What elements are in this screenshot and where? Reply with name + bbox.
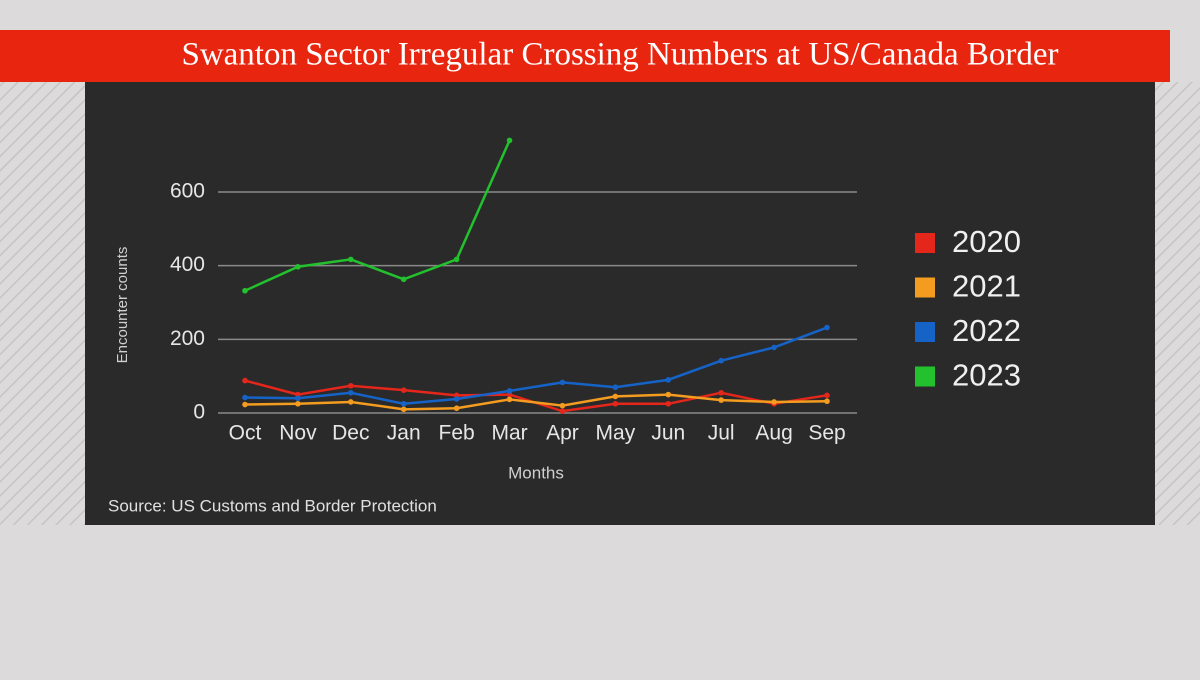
point: [453, 405, 460, 412]
point: [506, 137, 513, 144]
point: [400, 406, 407, 413]
y-axis-label: Encounter counts: [114, 247, 131, 364]
chart-title: Swanton Sector Irregular Crossing Number…: [181, 37, 1058, 73]
x-tick-label: Jun: [651, 422, 685, 445]
legend-swatch: [915, 233, 935, 253]
x-tick-label: Jul: [708, 422, 735, 445]
x-tick-label: Oct: [229, 422, 262, 445]
point: [453, 396, 460, 402]
point: [242, 401, 248, 408]
line: [244, 139, 511, 292]
point: [718, 397, 724, 403]
x-axis-label: Months: [508, 463, 564, 482]
point: [506, 396, 513, 403]
x-tick-label: Feb: [439, 422, 475, 445]
x-tick-label: Apr: [546, 422, 579, 445]
point: [771, 344, 777, 351]
x-tick-label: Nov: [279, 422, 317, 445]
legend-swatch: [915, 322, 935, 342]
y-tick-label: 400: [170, 253, 205, 276]
y-tick-label: 0: [193, 401, 205, 424]
point: [612, 393, 619, 400]
point: [400, 400, 407, 407]
point: [348, 256, 354, 263]
x-tick-label: May: [596, 422, 636, 445]
point: [559, 408, 566, 414]
point: [506, 388, 513, 394]
line: [244, 326, 828, 406]
legend-swatch: [915, 366, 935, 387]
point: [718, 357, 724, 364]
point: [295, 395, 301, 402]
point: [242, 287, 248, 294]
legend-label: 2022: [952, 313, 1021, 348]
point: [824, 392, 830, 399]
x-tick-label: Jan: [387, 422, 421, 445]
x-tick-label: Sep: [808, 422, 845, 445]
point: [665, 400, 672, 407]
point: [295, 263, 301, 270]
line: [244, 393, 828, 411]
legend-label: 2020: [952, 224, 1021, 259]
legend-label: 2021: [952, 269, 1021, 304]
y-tick-label: 200: [170, 327, 205, 350]
point: [559, 402, 566, 409]
point: [348, 389, 354, 396]
point: [824, 398, 830, 405]
point: [771, 399, 777, 405]
legend-label: 2023: [952, 358, 1021, 393]
y-tick-label: 600: [170, 180, 205, 203]
x-tick-label: Mar: [491, 422, 527, 445]
point: [718, 389, 724, 396]
point: [824, 324, 830, 331]
point: [612, 400, 619, 407]
point: [665, 377, 672, 383]
point: [400, 276, 407, 283]
legend-swatch: [915, 277, 935, 298]
point: [400, 387, 407, 393]
point: [559, 379, 566, 386]
x-tick-label: Aug: [755, 422, 792, 445]
point: [242, 394, 248, 401]
point: [242, 377, 248, 384]
x-tick-label: Dec: [332, 422, 369, 445]
point: [453, 256, 460, 263]
point: [348, 382, 354, 389]
title-banner: [0, 30, 1170, 82]
panel: [85, 82, 1155, 525]
point: [348, 399, 354, 405]
point: [612, 384, 619, 391]
source-note: Source: US Customs and Border Protection: [108, 496, 437, 515]
point: [295, 400, 301, 407]
point: [665, 391, 672, 398]
